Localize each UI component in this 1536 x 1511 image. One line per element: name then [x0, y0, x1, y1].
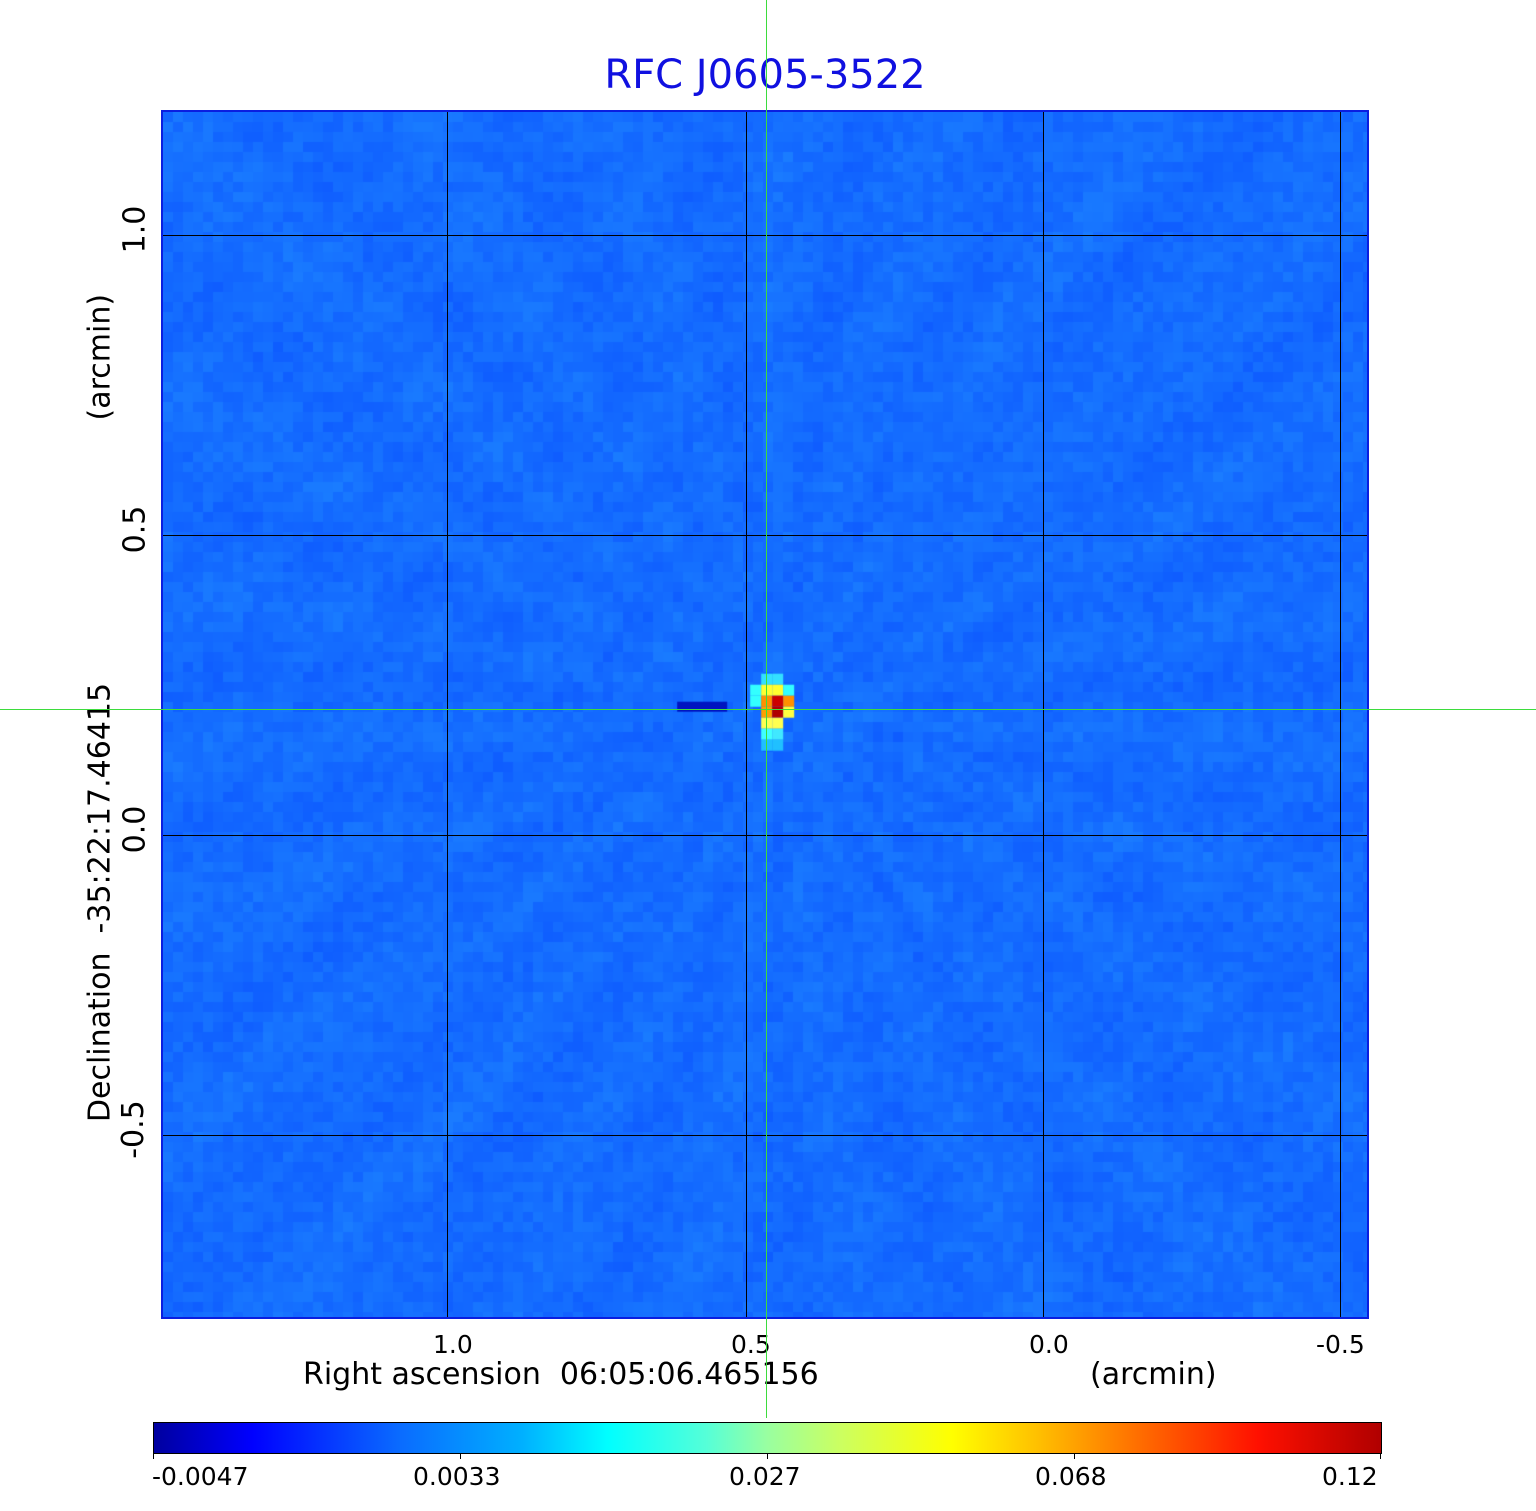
y-tick-label: 1.0 [117, 205, 153, 254]
grid-line-x [746, 112, 747, 1317]
grid-line-y [163, 535, 1367, 536]
y-tick-label: 0.5 [117, 505, 153, 554]
x-tick-label: 0.5 [731, 1330, 771, 1359]
colorbar-tick-label: 0.027 [729, 1462, 801, 1491]
colorbar-tick-label: 0.068 [1035, 1462, 1107, 1491]
colorbar-tick-label: 0.0033 [413, 1462, 501, 1491]
x-axis-label: Right ascension 06:05:06.465156 [303, 1357, 819, 1392]
colorbar-tick [1380, 1453, 1381, 1459]
grid-line-y [163, 1135, 1367, 1136]
grid-line-x [447, 112, 448, 1317]
colorbar-tick [1074, 1453, 1075, 1459]
grid-line-x [1043, 112, 1044, 1317]
intensity-map [163, 112, 1367, 1317]
x-axis-unit: (arcmin) [1090, 1357, 1217, 1392]
y-axis-unit: (arcmin) [82, 293, 118, 421]
colorbar-tick [460, 1453, 461, 1459]
x-tick-label: 0.0 [1029, 1330, 1069, 1359]
grid-line-x [1340, 112, 1341, 1317]
x-tick-label: 1.0 [433, 1330, 473, 1359]
colorbar-tick [153, 1453, 154, 1459]
grid-line-y [163, 835, 1367, 836]
crosshair-horizontal [0, 709, 1536, 710]
image-plot-area[interactable] [161, 110, 1369, 1319]
chart-title: RFC J0605-3522 [604, 52, 926, 98]
y-axis-label: Declination -35:22:17.46415 [82, 682, 118, 1123]
x-tick-label: -0.5 [1316, 1330, 1365, 1359]
y-tick-label: -0.5 [115, 1100, 151, 1159]
colorbar-tick [767, 1453, 768, 1459]
colorbar [153, 1422, 1382, 1454]
grid-line-y [163, 235, 1367, 236]
y-tick-label: 0.0 [117, 805, 153, 854]
colorbar-tick-label: -0.0047 [152, 1462, 249, 1491]
colorbar-tick-label: 0.12 [1322, 1462, 1378, 1491]
